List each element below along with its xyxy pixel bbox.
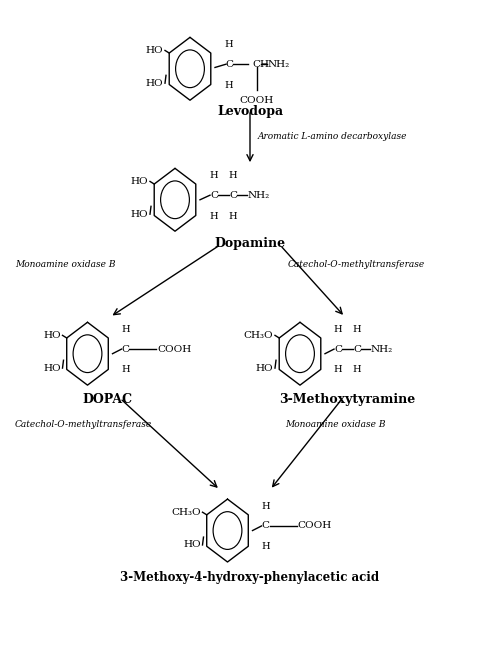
Text: H: H — [121, 365, 130, 375]
Text: H: H — [334, 325, 342, 334]
Text: H: H — [121, 325, 130, 334]
Text: Monoamine oxidase B: Monoamine oxidase B — [15, 260, 116, 269]
Text: HO: HO — [146, 46, 164, 55]
Text: Monoamine oxidase B: Monoamine oxidase B — [285, 420, 386, 429]
Text: NH₂: NH₂ — [248, 191, 270, 200]
Text: H: H — [261, 502, 270, 511]
Text: H: H — [224, 81, 234, 90]
Text: H: H — [210, 212, 218, 221]
Text: CH: CH — [252, 60, 269, 69]
Text: H: H — [224, 40, 234, 49]
Text: HO: HO — [184, 540, 201, 550]
Text: NH₂: NH₂ — [268, 60, 290, 69]
Text: H: H — [228, 212, 237, 221]
Text: COOH: COOH — [158, 345, 192, 354]
Text: Catechol-O-methyltransferase: Catechol-O-methyltransferase — [15, 420, 152, 429]
Text: Catechol-O-methyltransferase: Catechol-O-methyltransferase — [288, 260, 425, 269]
Text: HO: HO — [131, 210, 148, 219]
Text: Aromatic L-amino decarboxylase: Aromatic L-amino decarboxylase — [258, 132, 407, 141]
Text: H: H — [261, 542, 270, 552]
Text: HO: HO — [44, 331, 61, 340]
Text: C: C — [334, 345, 342, 354]
Text: CH₃O: CH₃O — [244, 331, 274, 340]
Text: DOPAC: DOPAC — [82, 393, 132, 406]
Text: 3-Methoxytyramine: 3-Methoxytyramine — [280, 393, 415, 406]
Text: H: H — [210, 171, 218, 180]
Text: C: C — [229, 191, 237, 200]
Text: H: H — [334, 365, 342, 375]
Text: HO: HO — [131, 177, 148, 186]
Text: CH₃O: CH₃O — [172, 508, 201, 517]
Text: H: H — [352, 325, 362, 334]
Text: COOH: COOH — [240, 96, 274, 105]
Text: C: C — [353, 345, 361, 354]
Text: Dopamine: Dopamine — [214, 237, 286, 250]
Text: COOH: COOH — [298, 521, 332, 531]
Text: HO: HO — [44, 364, 61, 373]
Text: Levodopa: Levodopa — [217, 105, 283, 118]
Text: HO: HO — [146, 79, 164, 88]
Text: H: H — [228, 171, 237, 180]
Text: C: C — [122, 345, 130, 354]
Text: C: C — [262, 521, 270, 531]
Text: NH₂: NH₂ — [371, 345, 393, 354]
Text: HO: HO — [256, 364, 274, 373]
Text: C: C — [210, 191, 218, 200]
Text: H: H — [352, 365, 362, 375]
Text: C: C — [225, 60, 233, 69]
Text: 3-Methoxy-4-hydroxy-phenylacetic acid: 3-Methoxy-4-hydroxy-phenylacetic acid — [120, 571, 380, 584]
